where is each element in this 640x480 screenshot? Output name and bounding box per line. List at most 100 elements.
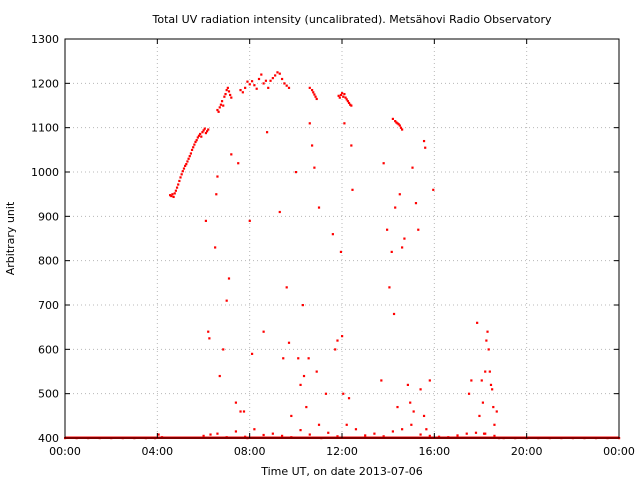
data-point (220, 100, 224, 103)
data-point (271, 77, 274, 80)
data-point (215, 193, 218, 196)
data-point (267, 86, 270, 89)
data-point (248, 83, 251, 86)
data-point (157, 433, 160, 436)
data-point (205, 130, 209, 133)
data-point (199, 132, 202, 136)
data-point (484, 370, 487, 373)
x-axis-label: Time UT, on date 2013-07-06 (260, 465, 423, 478)
data-point (467, 392, 471, 395)
data-point (432, 188, 435, 191)
data-point (230, 96, 233, 99)
data-point (396, 405, 399, 409)
data-point (401, 246, 404, 249)
data-point (331, 233, 334, 236)
data-point (364, 434, 367, 437)
data-point (250, 352, 254, 355)
data-point (282, 357, 285, 360)
chart-title: Total UV radiation intensity (uncalibrat… (152, 13, 552, 26)
data-point (347, 101, 351, 105)
data-point (394, 120, 397, 123)
data-point (336, 435, 339, 438)
data-point (227, 90, 231, 93)
data-point (271, 432, 274, 435)
data-point (186, 160, 189, 163)
data-point (391, 430, 394, 433)
data-point (480, 379, 483, 382)
data-point (193, 143, 196, 146)
data-point (224, 92, 227, 96)
data-point (399, 126, 403, 129)
data-point (255, 87, 258, 90)
data-point (428, 379, 431, 382)
data-point (417, 228, 420, 231)
data-point (197, 134, 201, 137)
data-point (476, 321, 479, 324)
data-point (401, 128, 404, 131)
data-point (239, 410, 242, 413)
data-point (398, 124, 401, 127)
data-point (190, 148, 194, 152)
data-point (351, 188, 354, 191)
data-point (226, 86, 229, 89)
data-point (307, 357, 310, 360)
data-point (265, 131, 269, 134)
x-tick-label: 08:00 (234, 445, 266, 458)
data-point (395, 121, 398, 124)
data-point (412, 410, 415, 413)
data-point (337, 94, 340, 97)
data-point (491, 388, 494, 391)
data-point (218, 374, 221, 378)
data-point (495, 410, 498, 413)
data-point (342, 392, 345, 395)
plot-frame (64, 38, 620, 439)
data-point (301, 304, 304, 307)
data-point (246, 80, 249, 83)
data-point (465, 432, 468, 435)
y-tick-label: 1200 (31, 77, 59, 90)
data-point (179, 176, 182, 179)
data-point (487, 348, 490, 351)
data-point (216, 108, 219, 112)
data-point (297, 357, 300, 360)
data-point (217, 110, 220, 113)
data-point (287, 86, 291, 89)
x-tick-label: 16:00 (418, 445, 450, 458)
data-point (208, 337, 211, 340)
data-point (229, 93, 232, 97)
data-point (308, 433, 311, 436)
data-point (280, 434, 284, 437)
data-point (314, 95, 317, 98)
data-point (345, 423, 348, 426)
data-point (390, 250, 393, 253)
data-point (313, 93, 316, 96)
data-point (187, 157, 190, 160)
y-tick-label: 1100 (31, 122, 59, 135)
data-point (184, 164, 187, 167)
data-point (274, 74, 277, 77)
y-tick-label: 600 (38, 343, 59, 356)
data-point (382, 162, 385, 165)
data-point (456, 434, 459, 437)
data-point (253, 84, 256, 87)
data-point (339, 250, 343, 253)
data-point (350, 104, 353, 107)
data-point (294, 171, 298, 174)
data-point (178, 179, 181, 183)
data-point (394, 206, 397, 209)
data-point (170, 194, 173, 198)
data-point (327, 431, 330, 434)
data-point (278, 72, 281, 75)
data-point (262, 433, 265, 437)
data-point (409, 401, 412, 404)
data-point (398, 193, 401, 196)
data-point (172, 195, 175, 199)
data-point (175, 186, 179, 189)
y-tick-label: 400 (38, 432, 59, 445)
data-point (310, 88, 314, 92)
data-point (209, 433, 212, 436)
data-point (222, 348, 225, 351)
data-point (345, 98, 348, 101)
data-point (242, 410, 246, 413)
data-point (354, 428, 358, 431)
